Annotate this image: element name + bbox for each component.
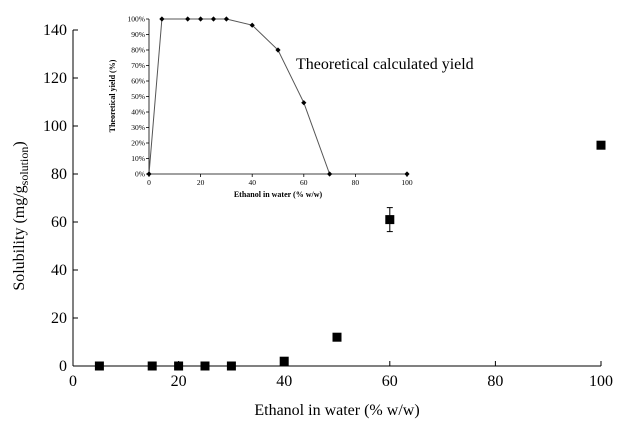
inset-data-point <box>146 171 152 177</box>
inset-y-tick-label: 90% <box>131 30 145 39</box>
inset-y-axis-label: Theoretical yield (%) <box>108 59 117 132</box>
main-y-ticks: 0 20 40 60 80 100 120 140 <box>43 22 78 375</box>
inset-data-point <box>198 16 204 22</box>
inset-y-tick-label: 10% <box>131 154 145 163</box>
main-y-axis-label-close: ) <box>11 141 28 146</box>
main-data-point <box>279 356 289 366</box>
inset-data-point <box>210 16 217 22</box>
main-x-tick-label: 100 <box>589 373 613 390</box>
inset-x-tick-label: 0 <box>147 178 151 187</box>
main-chart: 0 20 40 60 80 100 0 20 40 60 80 100 120 140 Ethanol … <box>11 22 613 419</box>
inset-y-tick-label: 40% <box>131 108 145 117</box>
inset-data-point <box>327 171 333 177</box>
main-x-ticks: 0 20 40 60 80 100 <box>69 361 613 390</box>
main-y-axis-label-subscript: solution <box>17 147 31 186</box>
inset-data-point <box>404 171 410 177</box>
main-data-point <box>332 332 342 342</box>
inset-x-tick-label: 60 <box>300 178 308 187</box>
main-data-point <box>94 361 104 371</box>
main-x-tick-label: 60 <box>382 373 398 390</box>
main-x-tick-label: 0 <box>69 373 77 390</box>
inset-data-point <box>275 47 281 53</box>
inset-y-tick-label: 60% <box>131 77 145 86</box>
inset-chart: 0 20 40 60 80 100 0% 10% 20% 30% 40% 50% 60% 70% 80% 9… <box>108 15 474 200</box>
inset-x-tick-label: 80 <box>352 178 360 187</box>
inset-y-tick-label: 70% <box>131 61 145 70</box>
main-y-tick-label: 60 <box>51 214 67 231</box>
main-y-tick-label: 40 <box>51 262 67 279</box>
inset-data-point <box>223 16 229 22</box>
main-y-tick-label: 140 <box>43 22 67 39</box>
main-y-tick-label: 100 <box>43 118 67 135</box>
main-data-point <box>385 215 395 225</box>
main-y-tick-label: 20 <box>51 310 67 327</box>
main-y-tick-label: 120 <box>43 70 67 87</box>
main-data-point <box>200 361 210 371</box>
main-y-axis-label-text: Solubility (mg/g <box>11 185 28 290</box>
inset-data-point <box>249 22 255 28</box>
main-y-tick-label: 0 <box>59 358 67 375</box>
inset-x-ticks: 0 20 40 60 80 100 <box>147 174 413 187</box>
inset-y-ticks: 0% 10% 20% 30% 40% 50% 60% 70% 80% 90% 100% <box>128 15 149 179</box>
inset-y-tick-label: 100% <box>128 15 146 24</box>
main-x-axis-label: Ethanol in water (% w/w) <box>254 402 419 419</box>
inset-x-tick-label: 20 <box>197 178 205 187</box>
inset-data-point <box>185 16 191 22</box>
main-data-point <box>226 361 236 371</box>
inset-y-tick-label: 20% <box>131 139 145 148</box>
inset-y-tick-label: 0% <box>135 170 145 179</box>
main-x-tick-label: 80 <box>487 373 503 390</box>
main-x-tick-label: 20 <box>171 373 187 390</box>
main-data-point <box>596 140 606 150</box>
main-x-tick-label: 40 <box>276 373 292 390</box>
inset-data-points <box>146 16 410 177</box>
inset-x-tick-label: 40 <box>248 178 256 187</box>
inset-annotation: Theoretical calculated yield <box>296 56 474 73</box>
inset-y-tick-label: 30% <box>131 123 145 132</box>
inset-y-tick-label: 80% <box>131 46 145 55</box>
inset-data-point <box>159 16 165 22</box>
inset-x-axis-label: Ethanol in water (% w/w) <box>234 190 323 199</box>
inset-y-tick-label: 50% <box>131 92 145 101</box>
main-y-tick-label: 80 <box>51 166 67 183</box>
main-data-points <box>94 140 606 371</box>
inset-yield-line <box>148 18 331 175</box>
main-y-axis-label: Solubility (mg/gsolution) <box>11 141 31 290</box>
inset-x-tick-label: 100 <box>401 178 413 187</box>
inset-data-point <box>301 100 307 106</box>
main-data-point <box>147 361 157 371</box>
main-data-point <box>174 361 184 371</box>
